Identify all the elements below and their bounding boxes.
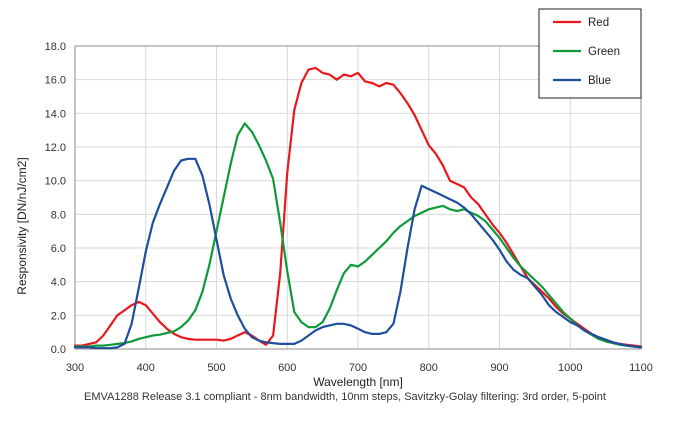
x-axis-label: Wavelength [nm]	[313, 375, 403, 389]
y-axis-label: Responsivity [DN/nJ/cm2]	[15, 157, 29, 294]
legend-label-red: Red	[588, 17, 609, 29]
y-tick-label: 14.0	[45, 108, 66, 120]
axis-ticks: 300 400 500 600 700 800 900 1000 1100 0.0 2.0 4.0 6.…	[45, 41, 653, 374]
series-lines	[73, 66, 643, 350]
y-tick-label: 4.0	[51, 277, 66, 289]
series-line-red	[73, 66, 643, 348]
y-tick-label: 6.0	[51, 243, 66, 255]
legend-label-green: Green	[588, 46, 620, 58]
x-tick-label: 400	[137, 362, 155, 374]
chart-caption: EMVA1288 Release 3.1 compliant - 8nm ban…	[84, 391, 606, 403]
y-tick-label: 2.0	[51, 310, 66, 322]
x-tick-label: 900	[490, 362, 508, 374]
x-tick-label: 1000	[558, 362, 582, 374]
x-tick-label: 700	[349, 362, 367, 374]
x-tick-label: 600	[278, 362, 296, 374]
grid-lines	[74, 45, 642, 350]
plot-area	[74, 45, 642, 350]
x-tick-label: 500	[207, 362, 225, 374]
legend-label-blue: Blue	[588, 75, 611, 87]
legend: Red Green Blue	[538, 8, 642, 99]
y-tick-label: 16.0	[45, 75, 66, 87]
series-line-blue	[73, 157, 643, 350]
x-tick-label: 1100	[629, 362, 653, 374]
y-tick-label: 18.0	[45, 41, 66, 53]
x-tick-label: 800	[420, 362, 438, 374]
y-tick-label: 10.0	[45, 176, 66, 188]
y-tick-label: 12.0	[45, 142, 66, 154]
legend-box	[538, 8, 642, 99]
series-line-green	[73, 122, 643, 349]
y-tick-label: 8.0	[51, 209, 66, 221]
y-tick-label: 0.0	[51, 344, 66, 356]
x-tick-label: 300	[66, 362, 84, 374]
